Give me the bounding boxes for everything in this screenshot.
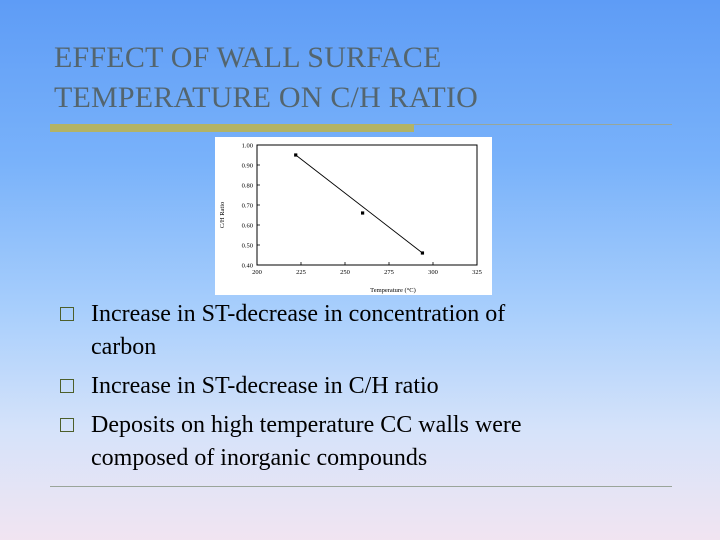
bullet-text-line: Deposits on high temperature CC walls we…	[91, 412, 522, 438]
data-point	[420, 251, 425, 255]
title-divider-line	[414, 124, 672, 125]
data-point	[361, 211, 365, 215]
slide-title: EFFECT OF WALL SURFACE TEMPERATURE ON C/…	[54, 38, 478, 118]
y-tick-label: 0.40	[242, 262, 253, 269]
bullet-item: Deposits on high temperature CC walls we…	[60, 409, 700, 475]
y-tick-label: 1.00	[242, 142, 253, 149]
square-bullet-icon	[60, 418, 74, 432]
x-tick-label: 325	[472, 269, 482, 276]
bullet-item: Increase in ST-decrease in concentration…	[60, 298, 700, 364]
bullet-text-line: composed of inorganic compounds	[91, 445, 428, 471]
x-tick-label: 250	[340, 269, 350, 276]
slide-title-line-1: EFFECT OF WALL SURFACE	[54, 41, 442, 74]
bullet-list: Increase in ST-decrease in concentration…	[60, 298, 700, 481]
plot-frame	[256, 144, 478, 266]
data-point	[294, 153, 298, 157]
square-bullet-icon	[60, 379, 74, 393]
y-tick-label: 0.60	[242, 222, 253, 229]
bullet-text-line: carbon	[91, 334, 157, 360]
footer-divider-line	[50, 486, 672, 487]
title-accent-bar	[50, 124, 414, 132]
c-h-ratio-chart: 200 225 250 275 300 325 0.40 0.50 0.60 0.70 0.80 0.…	[219, 142, 482, 294]
bullet-text-line: Increase in ST-decrease in concentration…	[91, 301, 506, 327]
x-axis-label: Temperature (°C)	[370, 287, 416, 294]
x-tick-label: 200	[252, 269, 262, 276]
y-tick-label: 0.50	[242, 242, 253, 249]
bullet-text-line: Increase in ST-decrease in C/H ratio	[91, 373, 439, 399]
y-tick-label: 0.80	[242, 182, 253, 189]
y-tick-label: 0.90	[242, 162, 253, 169]
slide-title-line-2: TEMPERATURE ON C/H RATIO	[54, 81, 478, 114]
square-bullet-icon	[60, 307, 74, 321]
x-tick-label: 275	[384, 269, 394, 276]
trend-line	[295, 154, 423, 254]
chart-image: 200 225 250 275 300 325 0.40 0.50 0.60 0.70 0.80 0.…	[215, 137, 492, 295]
bullet-item: Increase in ST-decrease in C/H ratio	[60, 370, 700, 403]
y-axis-label: C/H Ratio	[219, 202, 226, 229]
x-tick-label: 300	[428, 269, 438, 276]
y-tick-label: 0.70	[242, 202, 253, 209]
x-tick-label: 225	[296, 269, 306, 276]
